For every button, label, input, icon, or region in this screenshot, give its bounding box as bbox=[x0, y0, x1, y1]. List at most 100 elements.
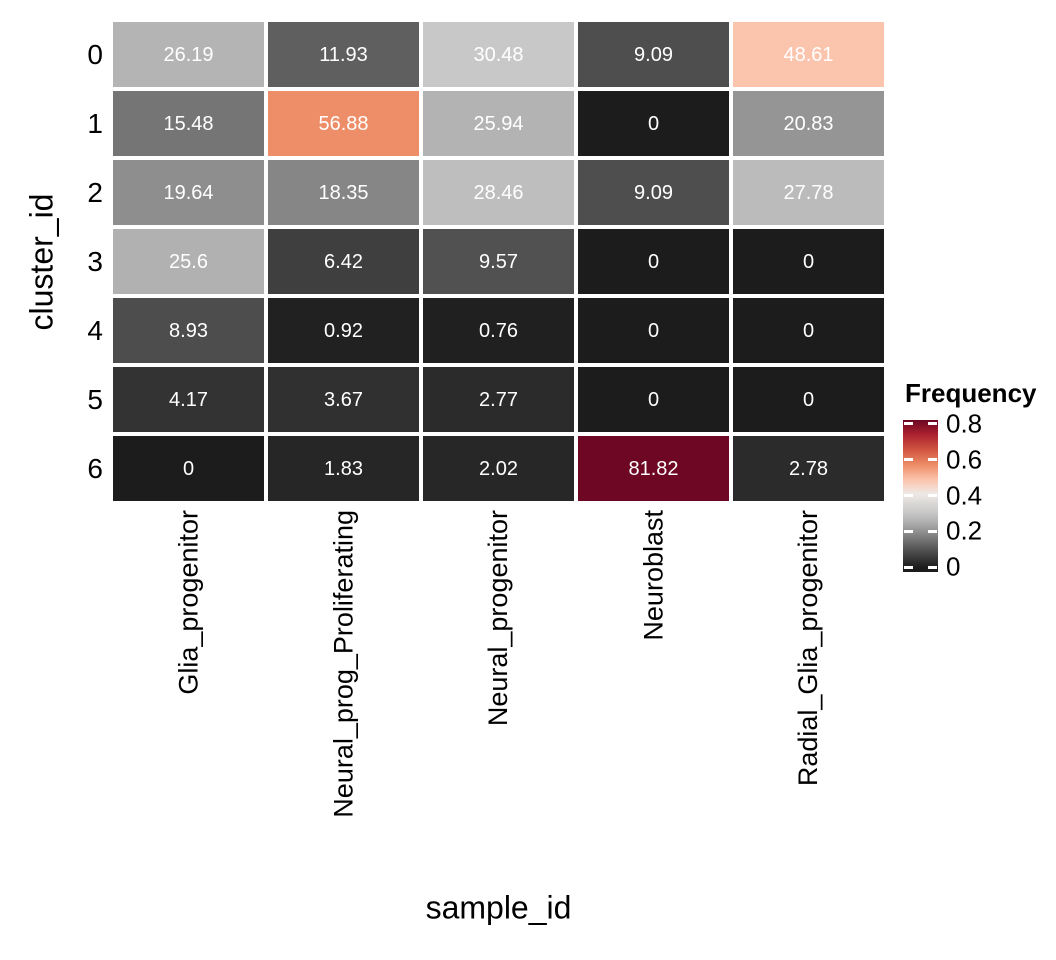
heatmap-cell-value: 25.6 bbox=[169, 250, 208, 273]
heatmap-cell-r4-c2: 0.76 bbox=[423, 298, 574, 363]
heatmap-cell-r6-c4: 2.78 bbox=[733, 436, 884, 501]
heatmap-cell-value: 2.02 bbox=[479, 457, 518, 480]
heatmap-cell-r0-c4: 48.61 bbox=[733, 22, 884, 87]
y-tick-label-3: 3 bbox=[87, 245, 103, 277]
x-tick-label-text: Neuroblast bbox=[638, 510, 669, 641]
heatmap-cell-r2-c1: 18.35 bbox=[268, 160, 419, 225]
heatmap-cell-r6-c3: 81.82 bbox=[578, 436, 729, 501]
heatmap-cell-r1-c0: 15.48 bbox=[113, 91, 264, 156]
heatmap-cell-value: 8.93 bbox=[169, 319, 208, 342]
legend-tick-label-0: 0 bbox=[946, 551, 961, 582]
heatmap-cell-r0-c2: 30.48 bbox=[423, 22, 574, 87]
legend-title: Frequency bbox=[905, 378, 1037, 408]
legend-tick-label-0.4: 0.4 bbox=[946, 480, 983, 510]
heatmap-cell-value: 9.09 bbox=[634, 43, 673, 66]
heatmap-cell-value: 26.19 bbox=[163, 43, 214, 66]
heatmap-cell-value: 9.09 bbox=[634, 181, 673, 204]
heatmap-cell-r5-c1: 3.67 bbox=[268, 367, 419, 432]
heatmap-cell-r5-c4: 0 bbox=[733, 367, 884, 432]
heatmap-cell-r1-c4: 20.83 bbox=[733, 91, 884, 156]
x-tick-label-text: Glia_progenitor bbox=[173, 510, 204, 695]
heatmap-cell-value: 81.82 bbox=[628, 457, 679, 480]
legend-tick-mark bbox=[928, 565, 937, 569]
heatmap-cell-value: 11.93 bbox=[319, 43, 368, 66]
heatmap-cell-r6-c0: 0 bbox=[113, 436, 264, 501]
heatmap-cell-value: 3.67 bbox=[324, 388, 363, 411]
y-tick-label-5: 5 bbox=[87, 383, 103, 415]
heatmap-cell-value: 15.48 bbox=[163, 112, 214, 135]
heatmap-cell-r2-c2: 28.46 bbox=[423, 160, 574, 225]
heatmap-cell-r0-c1: 11.93 bbox=[268, 22, 419, 87]
heatmap-cell-r1-c1: 56.88 bbox=[268, 91, 419, 156]
legend-tick-label-0.8: 0.8 bbox=[946, 408, 983, 439]
heatmap-cell-r2-c0: 19.64 bbox=[113, 160, 264, 225]
heatmap-cell-r4-c1: 0.92 bbox=[268, 298, 419, 363]
heatmap-cell-r4-c4: 0 bbox=[733, 298, 884, 363]
heatmap-cell-value: 18.35 bbox=[318, 181, 369, 204]
heatmap-cell-value: 0 bbox=[647, 250, 660, 273]
heatmap-cell-value: 19.64 bbox=[163, 181, 214, 204]
heatmap-cell-value: 0.92 bbox=[324, 319, 363, 342]
heatmap-cell-value: 6.42 bbox=[324, 250, 363, 273]
heatmap-cell-value: 0.76 bbox=[479, 319, 518, 342]
y-tick-label-0: 0 bbox=[87, 38, 103, 70]
y-tick-label-4: 4 bbox=[87, 314, 103, 346]
heatmap-cell-r5-c3: 0 bbox=[578, 367, 729, 432]
legend-tick-mark bbox=[928, 458, 937, 462]
legend-tick-label-0.6: 0.6 bbox=[946, 444, 983, 475]
y-tick-label-6: 6 bbox=[87, 452, 103, 484]
heatmap-cell-value: 48.61 bbox=[783, 43, 834, 66]
heatmap-cell-r4-c3: 0 bbox=[578, 298, 729, 363]
heatmap-cell-r2-c4: 27.78 bbox=[733, 160, 884, 225]
heatmap-cell-r6-c2: 2.02 bbox=[423, 436, 574, 501]
heatmap-cell-r4-c0: 8.93 bbox=[113, 298, 264, 363]
heatmap-cell-r3-c3: 0 bbox=[578, 229, 729, 294]
legend-tick-mark bbox=[904, 458, 913, 462]
heatmap-cell-r0-c0: 26.19 bbox=[113, 22, 264, 87]
x-tick-label-text: Radial_Glia_progenitor bbox=[793, 510, 824, 787]
heatmap-cell-value: 1.83 bbox=[324, 457, 363, 480]
heatmap-cell-value: 2.78 bbox=[789, 457, 828, 480]
x-axis-title: sample_id bbox=[425, 889, 572, 926]
heatmap-cell-value: 2.77 bbox=[479, 388, 518, 411]
legend-tick-mark bbox=[904, 529, 913, 533]
heatmap-cell-value: 25.94 bbox=[473, 112, 524, 135]
heatmap-cell-r1-c3: 0 bbox=[578, 91, 729, 156]
legend-tick-mark bbox=[904, 494, 913, 497]
heatmap-cell-value: 0 bbox=[802, 319, 815, 342]
heatmap-cell-value: 28.46 bbox=[473, 181, 524, 204]
heatmap-cell-value: 0 bbox=[802, 388, 815, 411]
heatmap-cell-value: 56.88 bbox=[318, 112, 369, 135]
legend-tick-mark bbox=[904, 422, 913, 426]
heatmap-cell-value: 4.17 bbox=[169, 388, 208, 411]
heatmap-cell-value: 27.78 bbox=[783, 181, 834, 204]
legend-tick-mark bbox=[928, 422, 937, 426]
heatmap-cell-value: 0 bbox=[647, 112, 660, 135]
heatmap-cell-r5-c2: 2.77 bbox=[423, 367, 574, 432]
heatmap-cell-r2-c3: 9.09 bbox=[578, 160, 729, 225]
heatmap-grid: 26.19 11.93 30.48 9.09 48.61 15.48 56.88 25.94 0… bbox=[113, 22, 884, 501]
heatmap-cell-value: 0 bbox=[647, 388, 660, 411]
x-tick-label-text: Neural_progenitor bbox=[483, 510, 514, 727]
heatmap-cell-r3-c2: 9.57 bbox=[423, 229, 574, 294]
y-tick-label-2: 2 bbox=[87, 176, 103, 208]
legend-tick-mark bbox=[904, 565, 913, 569]
heatmap-cell-value: 0 bbox=[802, 250, 815, 273]
heatmap-cell-r1-c2: 25.94 bbox=[423, 91, 574, 156]
legend-tick-label-0.2: 0.2 bbox=[946, 515, 983, 546]
heatmap-cell-r0-c3: 9.09 bbox=[578, 22, 729, 87]
heatmap-cell-r3-c0: 25.6 bbox=[113, 229, 264, 294]
heatmap-cell-r5-c0: 4.17 bbox=[113, 367, 264, 432]
heatmap-cell-r3-c4: 0 bbox=[733, 229, 884, 294]
legend-tick-mark bbox=[928, 494, 937, 497]
y-axis-title: cluster_id bbox=[23, 193, 60, 330]
y-tick-label-1: 1 bbox=[87, 107, 103, 139]
heatmap-cell-r3-c1: 6.42 bbox=[268, 229, 419, 294]
heatmap-cell-value: 0 bbox=[647, 319, 660, 342]
legend-tick-mark bbox=[928, 529, 937, 533]
heatmap-cell-value: 30.48 bbox=[473, 43, 524, 66]
heatmap-cell-value: 0 bbox=[182, 457, 195, 480]
heatmap-cell-value: 9.57 bbox=[479, 250, 518, 273]
heatmap-cell-value: 20.83 bbox=[783, 112, 834, 135]
